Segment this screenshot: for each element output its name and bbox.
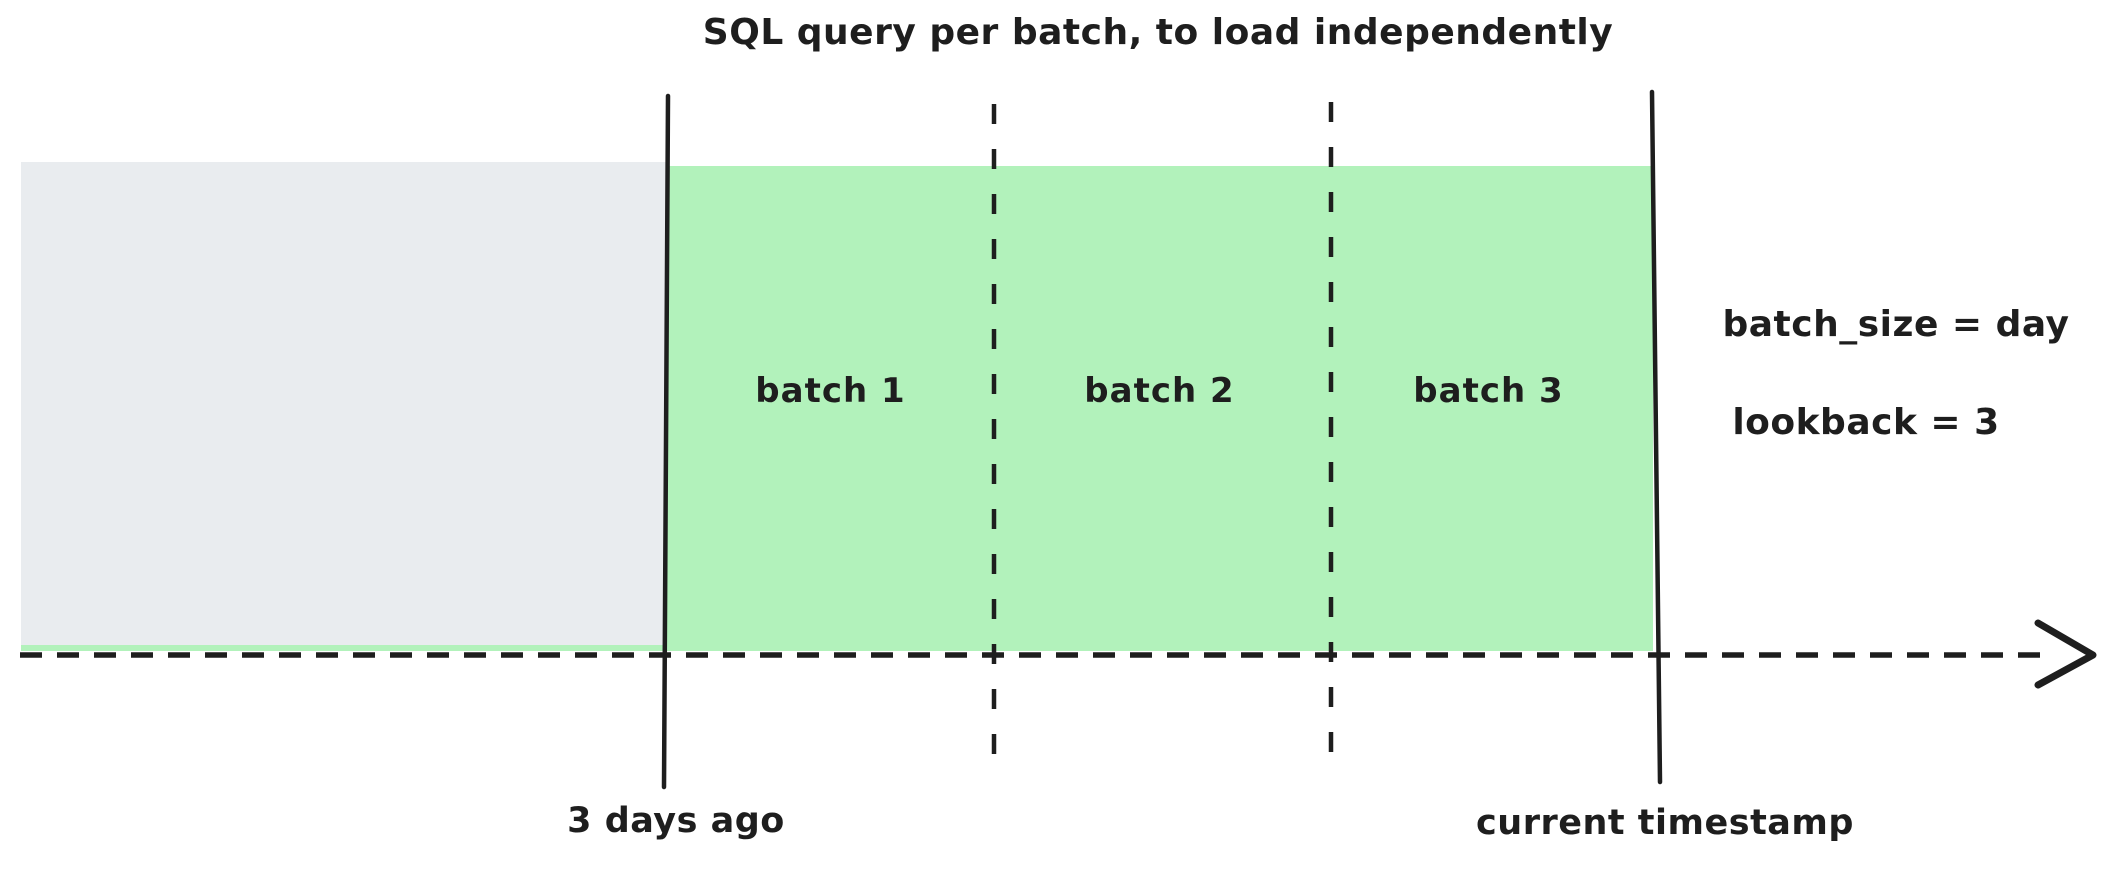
diagram-title: SQL query per batch, to load independent… (702, 12, 1614, 53)
batch-window-region: batch 1 batch 2 batch 3 (666, 166, 1653, 651)
batch-1-region: batch 1 (666, 166, 995, 651)
lookback-annotation: lookback = 3 (1732, 402, 2000, 443)
batch-size-annotation: batch_size = day (1722, 304, 2070, 345)
batch-region-baseline-sliver (21, 645, 666, 651)
batch-3-label: batch 3 (1413, 370, 1564, 411)
arrowhead-icon (2034, 619, 2097, 689)
end-boundary-line (1649, 89, 1663, 785)
start-marker-label: 3 days ago (567, 801, 785, 841)
lookback-history-region (21, 162, 666, 645)
batch-2-region: batch 2 (995, 166, 1324, 651)
batch-1-label: batch 1 (755, 370, 906, 411)
batch-2-label: batch 2 (1084, 370, 1235, 411)
end-marker-label: current timestamp (1476, 803, 1854, 843)
batch-3-region: batch 3 (1324, 166, 1653, 651)
